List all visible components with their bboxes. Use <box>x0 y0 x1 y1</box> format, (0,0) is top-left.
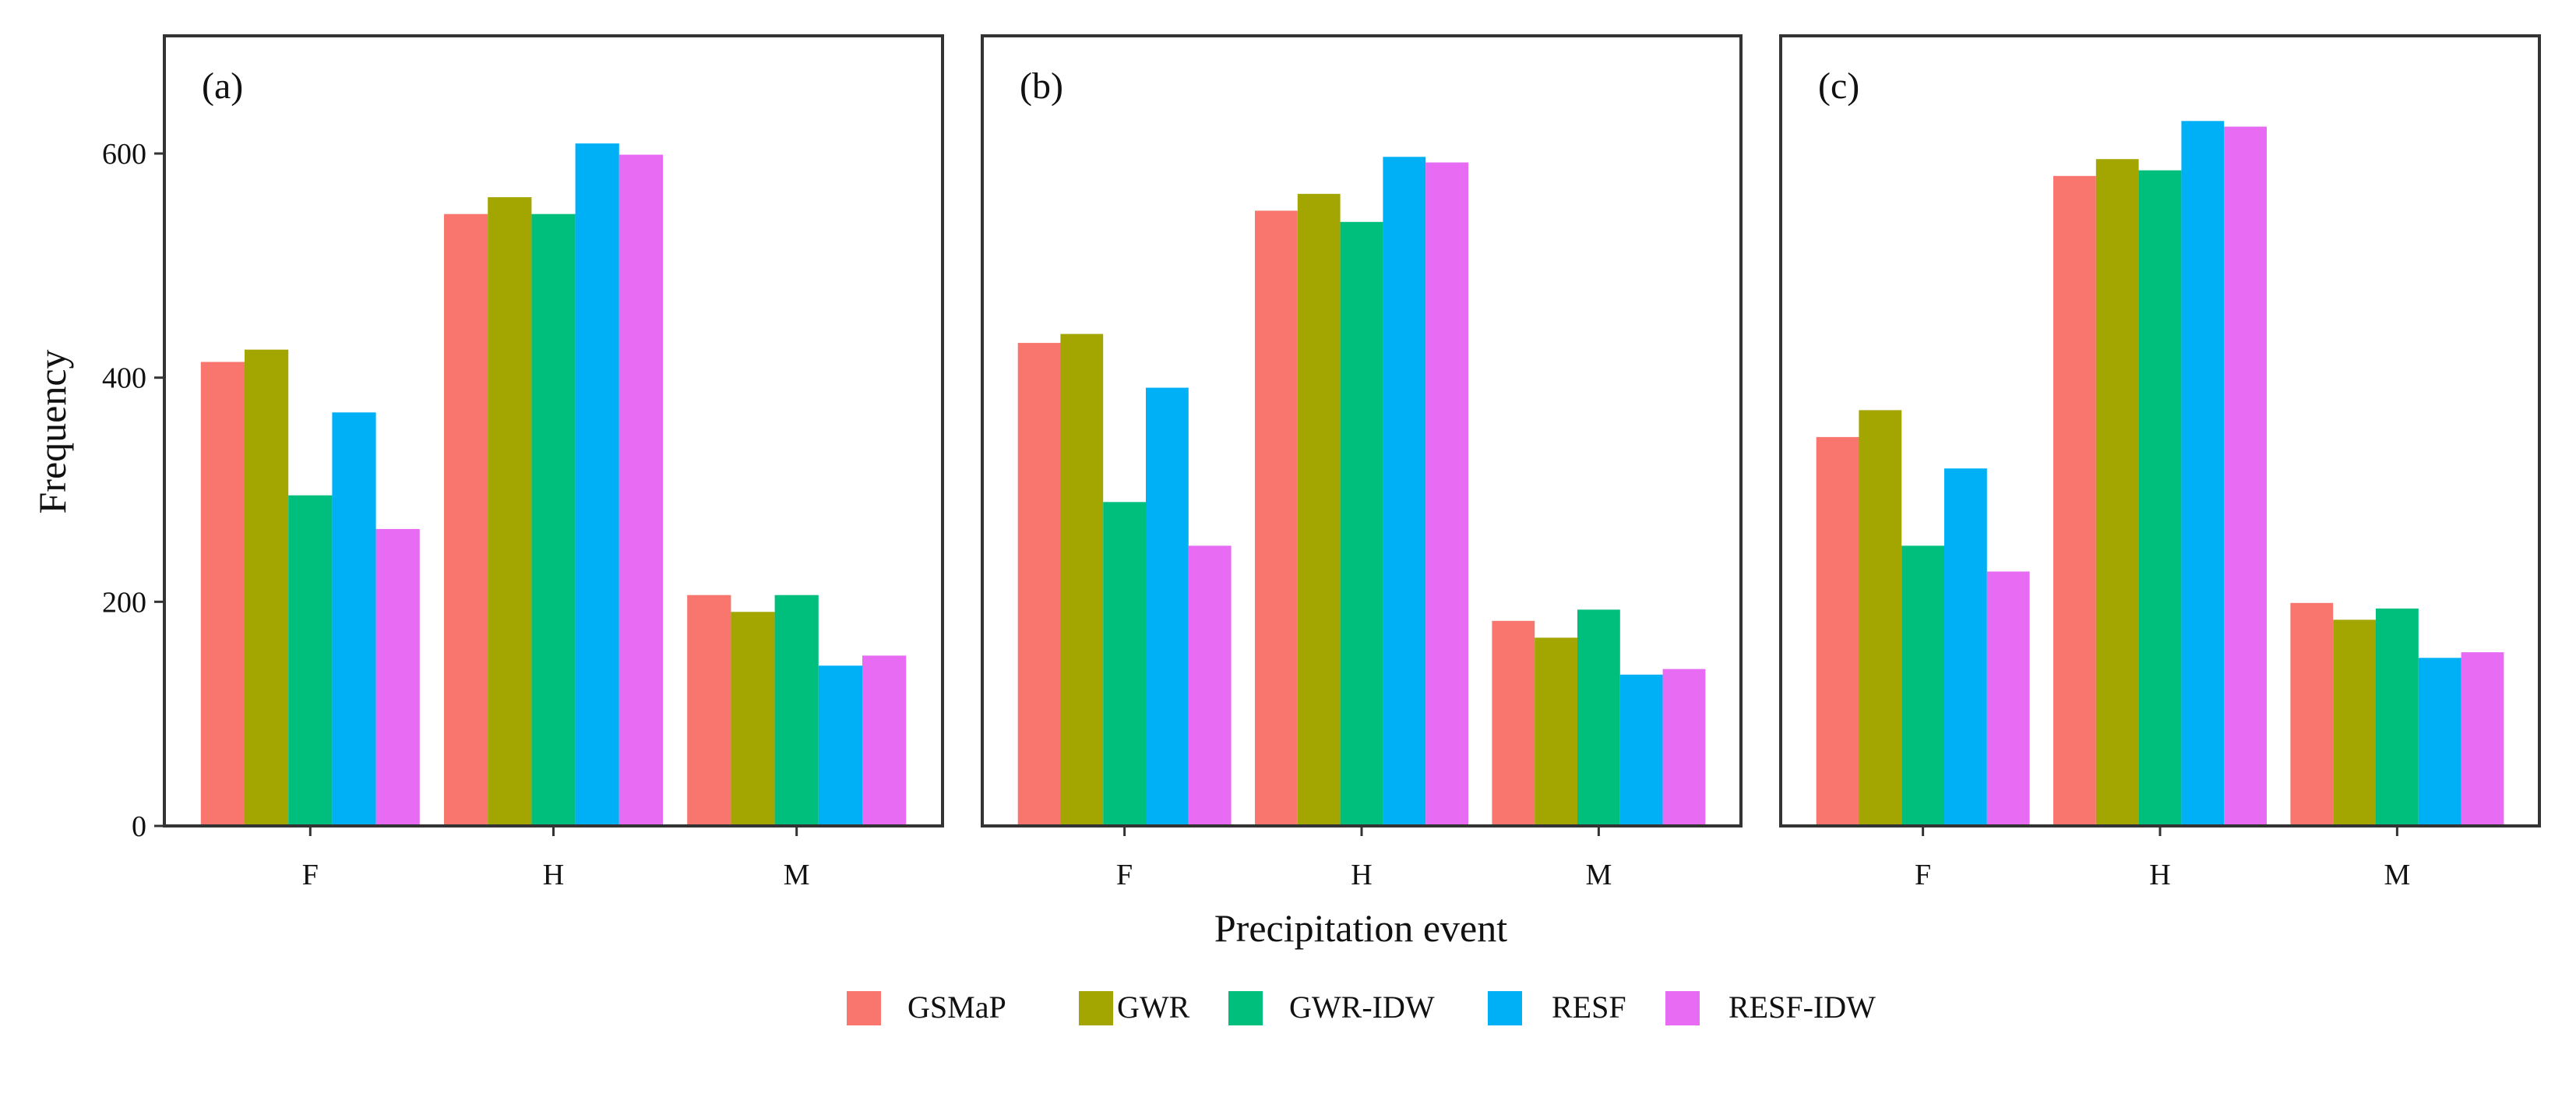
bar-resf-idw-h <box>618 154 663 826</box>
legend-label: GWR-IDW <box>1289 990 1435 1025</box>
legend-swatch <box>1079 991 1113 1025</box>
legend-item-resf-idw: RESF-IDW <box>1665 990 1876 1025</box>
bar-resf-f <box>1146 387 1189 827</box>
bar-gwr-idw-m <box>774 595 819 826</box>
bar-resf-idw-f <box>1188 545 1232 826</box>
bar-resf-idw-f <box>375 528 420 826</box>
bar-resf-h <box>1383 157 1426 827</box>
panel-label: (c) <box>1818 65 1859 107</box>
bar-gwr-m <box>1535 637 1577 826</box>
panel-label: (a) <box>202 65 243 107</box>
bar-resf-h <box>575 143 619 827</box>
bar-gwr-m <box>2333 619 2376 826</box>
legend-item-gwr: GWR <box>1079 990 1190 1025</box>
legend-swatch <box>1228 991 1263 1025</box>
bar-resf-f <box>1944 468 1987 826</box>
x-tick-label: M <box>1586 859 1612 891</box>
bar-gsmap-f <box>200 362 245 826</box>
panel-1: F H M (a) <box>163 34 944 891</box>
x-tick-label: F <box>1116 859 1133 891</box>
bar-gsmap-h <box>1255 210 1298 826</box>
bar-gwr-idw-m <box>2376 609 2419 826</box>
legend-label: GSMaP <box>907 990 1006 1025</box>
y-tick-label: 400 <box>102 362 146 395</box>
x-tick-label: H <box>1351 859 1372 891</box>
bar-resf-f <box>332 412 376 826</box>
legend-swatch <box>1488 991 1522 1025</box>
x-tick-label: M <box>2384 859 2411 891</box>
panel-frame <box>163 34 944 827</box>
legend: GSMaP GWR GWR-IDW RESF RESF-IDW <box>847 990 1876 1025</box>
legend-item-gsmap: GSMaP <box>847 990 1006 1025</box>
legend-item-gwr-idw: GWR-IDW <box>1228 990 1435 1025</box>
bar-gwr-idw-f <box>1103 502 1146 826</box>
bar-gsmap-h <box>2053 175 2096 827</box>
bar-gwr-idw-f <box>288 495 333 826</box>
bar-gwr-f <box>245 349 289 826</box>
legend-label: GWR <box>1117 990 1190 1025</box>
bar-gwr-idw-f <box>1901 545 1944 826</box>
bar-gwr-idw-m <box>1577 609 1620 826</box>
bar-gsmap-h <box>444 213 488 826</box>
bar-gwr-idw-h <box>2138 170 2182 827</box>
legend-label: RESF-IDW <box>1728 990 1876 1025</box>
bar-gwr-idw-h <box>531 213 576 826</box>
bar-resf-idw-m <box>2461 652 2504 826</box>
bar-gwr-h <box>2095 159 2139 826</box>
panel-frame <box>981 34 1743 827</box>
x-tick-label: F <box>302 859 319 891</box>
panels: 0 200 400 600 F H M (a) F H M (b) F H M (c) <box>102 34 2541 891</box>
bar-gsmap-f <box>1816 436 1859 826</box>
bar-gwr-f <box>1060 333 1104 827</box>
bar-gwr-f <box>1859 410 1902 826</box>
y-tick-label: 200 <box>102 586 146 619</box>
bar-gwr-h <box>488 197 532 827</box>
bar-resf-m <box>2418 658 2461 826</box>
bar-gsmap-m <box>2290 602 2334 826</box>
panel-frame <box>1779 34 2541 827</box>
bar-resf-m <box>818 665 862 826</box>
x-tick-label: M <box>784 859 810 891</box>
bar-resf-m <box>1619 674 1663 826</box>
x-tick-label: H <box>2149 859 2170 891</box>
bar-resf-idw-h <box>2224 126 2267 826</box>
bar-gwr-h <box>1297 193 1341 827</box>
bar-resf-idw-f <box>1986 571 2030 826</box>
y-axis: 0 200 400 600 <box>102 138 164 843</box>
bar-gsmap-m <box>1492 620 1535 826</box>
panel-2: F H M (b) <box>981 34 1743 891</box>
bar-gwr-idw-h <box>1340 221 1383 826</box>
y-tick-label: 0 <box>132 810 146 843</box>
legend-item-resf: RESF <box>1488 990 1626 1025</box>
x-axis-title: Precipitation event <box>1214 906 1507 950</box>
bar-resf-idw-m <box>1662 669 1706 826</box>
y-tick-label: 600 <box>102 138 146 171</box>
legend-label: RESF <box>1552 990 1626 1025</box>
bar-resf-idw-h <box>1425 162 1468 826</box>
x-tick-label: H <box>543 859 564 891</box>
bar-resf-h <box>2181 121 2225 827</box>
legend-swatch <box>847 991 881 1025</box>
panel-3: F H M (c) <box>1779 34 2541 891</box>
panel-label: (b) <box>1020 65 1063 107</box>
legend-swatch <box>1665 991 1700 1025</box>
y-axis-title: Frequency <box>30 349 74 513</box>
x-tick-label: F <box>1915 859 1931 891</box>
bar-gsmap-m <box>687 595 731 826</box>
bar-gwr-m <box>731 612 775 826</box>
bar-gsmap-f <box>1017 343 1061 827</box>
bar-resf-idw-m <box>862 655 907 826</box>
